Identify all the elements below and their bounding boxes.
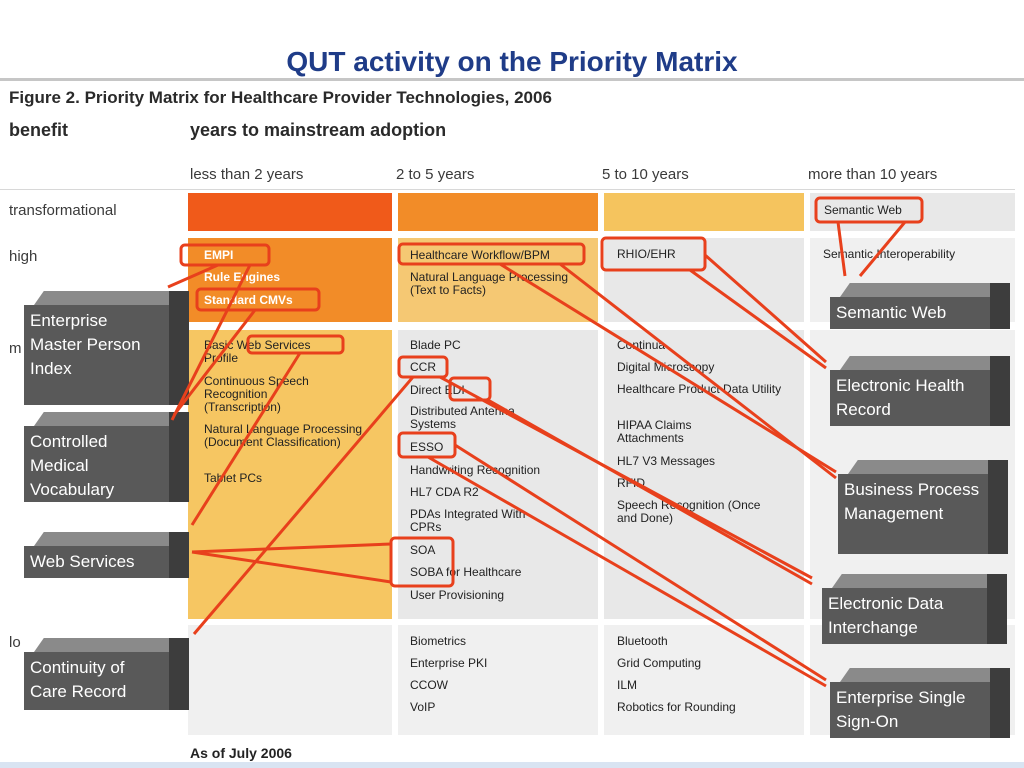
callout-electronic-health-record: Electronic Health Record	[830, 356, 1010, 426]
matrix-item: Digital Microscopy	[617, 360, 715, 374]
callout-web-services: Web Services	[24, 532, 189, 578]
matrix-item: Rule Engines	[204, 270, 281, 284]
matrix-item: RFID	[617, 476, 645, 490]
matrix-item: ILM	[617, 678, 638, 692]
matrix-item-edi: Direct EDI	[410, 383, 465, 397]
column-header-1: less than 2 years	[190, 166, 304, 183]
callout-label: Business Process Management	[844, 480, 980, 523]
callout-controlled-medical-vocabulary: Controlled Medical Vocabulary	[24, 412, 189, 502]
callout-semantic-web: Semantic Web	[830, 283, 1010, 329]
matrix-item: Bluetooth	[617, 634, 668, 648]
matrix-item-empi: EMPI	[204, 248, 234, 262]
matrix-item: Natural Language Processing (Document Cl…	[204, 422, 363, 449]
matrix-item: Blade PC	[410, 338, 461, 352]
callout-label: Semantic Web	[836, 303, 947, 322]
matrix-item: User Provisioning	[410, 588, 505, 602]
callout-label: Electronic Health Record	[836, 376, 965, 419]
row-label-high: high	[9, 248, 38, 265]
matrix-item-soa: SOA	[410, 543, 436, 557]
matrix-item-cmv: Standard CMVs	[204, 293, 293, 307]
matrix-item: Distributed Antenna Systems	[410, 404, 515, 431]
matrix-item-ehr: RHIO/EHR	[617, 247, 676, 261]
y-axis-header: benefit	[9, 120, 69, 140]
matrix-item: CCOW	[410, 678, 448, 692]
row-label-low: lo	[9, 634, 21, 651]
callout-business-process-management: Business Process Management	[838, 460, 1008, 554]
callout-label: Enterprise Master Person Index	[30, 311, 141, 378]
row-label-transformational: transformational	[9, 202, 117, 219]
matrix-item: HIPAA Claims Attachments	[617, 418, 692, 445]
title-divider	[0, 78, 1024, 81]
matrix-item-esso: ESSO	[410, 440, 444, 454]
callout-label: Electronic Data Interchange	[828, 594, 944, 637]
taskbar-strip	[0, 762, 1024, 768]
cell-transformational-lt2	[188, 193, 392, 231]
matrix-item: Robotics for Rounding	[617, 700, 736, 714]
matrix-item: Semantic Interoperability	[823, 247, 956, 261]
callout-label: Enterprise Single Sign-On	[836, 688, 966, 731]
row-label-moderate: m	[9, 340, 22, 357]
matrix-item: SOBA for Healthcare	[410, 565, 522, 579]
matrix-item: Enterprise PKI	[410, 656, 488, 670]
x-axis-header: years to mainstream adoption	[190, 120, 447, 140]
matrix-item: Semantic Web	[824, 203, 902, 217]
column-header-4: more than 10 years	[808, 166, 938, 183]
callout-electronic-data-interchange: Electronic Data Interchange	[822, 574, 1007, 644]
callout-enterprise-master-person-index: Enterprise Master Person Index	[24, 291, 189, 405]
cell-low-lt2	[188, 625, 392, 735]
matrix-item-bpm: Healthcare Workflow/BPM	[410, 248, 550, 262]
matrix-item: VoIP	[410, 700, 436, 714]
matrix-item: Healthcare Product Data Utility	[617, 382, 782, 396]
callout-label: Controlled Medical Vocabulary	[30, 432, 115, 499]
matrix-item: Speech Recognition (Once and Done)	[617, 498, 761, 525]
callout-enterprise-single-sign-on: Enterprise Single Sign-On	[830, 668, 1010, 738]
column-header-3: 5 to 10 years	[602, 166, 689, 183]
callout-label: Continuity of Care Record	[30, 658, 127, 701]
matrix-item: Handwriting Recognition	[410, 463, 541, 477]
matrix-item-ccr: CCR	[410, 360, 436, 374]
grid-line	[0, 189, 1015, 190]
callout-label: Web Services	[30, 552, 135, 571]
matrix-item: Natural Language Processing (Text to Fac…	[410, 270, 569, 297]
callout-continuity-of-care-record: Continuity of Care Record	[24, 638, 189, 710]
matrix-item: Grid Computing	[617, 656, 702, 670]
matrix-item-ws: Basic Web Services Profile	[204, 338, 311, 365]
cell-transformational-5to10	[604, 193, 804, 231]
matrix-item: Biometrics	[410, 634, 467, 648]
matrix-item: PDAs Integrated With CPRs	[410, 507, 526, 534]
figure-title: Figure 2. Priority Matrix for Healthcare…	[9, 88, 552, 107]
column-header-2: 2 to 5 years	[396, 166, 475, 183]
figure-footnote: As of July 2006	[190, 745, 292, 761]
cell-transformational-2to5	[398, 193, 598, 231]
slide-title: QUT activity on the Priority Matrix	[286, 46, 738, 77]
matrix-item: Continuous Speech Recognition (Transcrip…	[204, 374, 309, 414]
matrix-item: Tablet PCs	[204, 471, 263, 485]
matrix-item: HL7 V3 Messages	[617, 454, 716, 468]
matrix-item: Continua	[617, 338, 666, 352]
matrix-item: HL7 CDA R2	[410, 485, 479, 499]
